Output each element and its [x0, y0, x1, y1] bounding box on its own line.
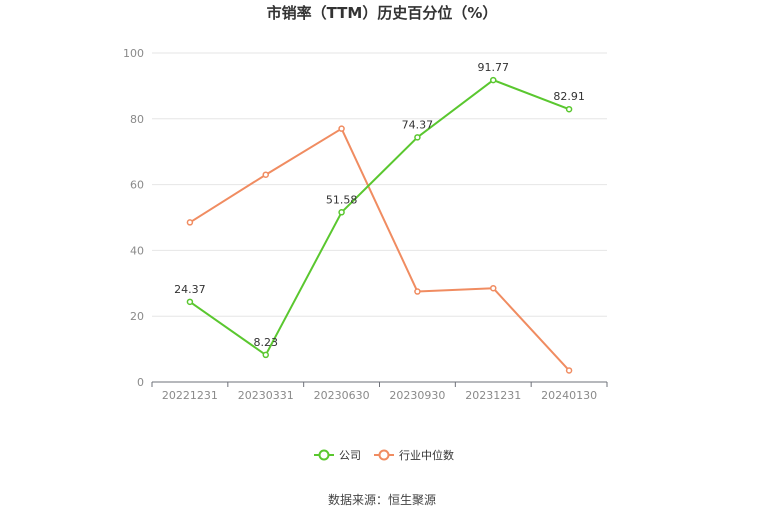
data-point: [262, 351, 269, 359]
series-line-1: [189, 127, 570, 372]
x-tick-label: 20240130: [541, 389, 597, 402]
y-tick-label: 0: [137, 376, 144, 389]
gridlines: [152, 52, 607, 317]
x-tick-label: 20230630: [314, 389, 370, 402]
data-point: [186, 298, 194, 306]
data-point: [490, 284, 497, 292]
y-tick-label: 60: [130, 179, 144, 192]
data-point: [414, 134, 421, 141]
y-tick-label: 20: [130, 310, 144, 323]
legend-item-0[interactable]: 公司: [314, 449, 361, 462]
x-tick-label: 20230930: [389, 389, 445, 402]
legend-item-1[interactable]: 行业中位数: [374, 448, 454, 462]
x-tick-label: 20221231: [162, 389, 218, 402]
data-label: 91.77: [478, 61, 510, 74]
legend[interactable]: 公司 行业中位数: [314, 448, 454, 462]
legend-swatch-marker: [378, 449, 390, 461]
legend-label: 公司: [339, 449, 361, 462]
y-tick-label: 40: [130, 244, 144, 257]
y-axis: 0 20 40 60 80 100: [123, 47, 144, 389]
data-label: 8.23: [254, 336, 279, 349]
x-tick-label: 20230331: [238, 389, 294, 402]
data-label: 82.91: [553, 90, 585, 103]
y-tick-label: 100: [123, 47, 144, 60]
data-label: 74.37: [402, 118, 434, 131]
series-layer: 24.37 8.23 51.58 74.37 91.77 82.91: [174, 61, 585, 374]
y-tick-label: 80: [130, 113, 144, 126]
data-label: 24.37: [174, 283, 206, 296]
chart-title: 市销率（TTM）历史百分位（%）: [267, 4, 498, 22]
data-point: [262, 171, 269, 178]
legend-swatch-marker: [318, 449, 330, 461]
series-line-0: [189, 79, 570, 356]
x-tick-label: 20231231: [465, 389, 521, 402]
data-point: [414, 288, 421, 295]
data-source: 数据来源：恒生聚源: [328, 492, 436, 507]
legend-label: 行业中位数: [399, 448, 454, 462]
x-axis: 20221231 20230331 20230630 20230930 20231231…: [151, 381, 608, 402]
data-point: [490, 76, 497, 84]
data-label: 51.58: [326, 193, 358, 206]
data-point: [186, 219, 194, 226]
data-point: [338, 209, 345, 216]
data-point: [565, 105, 573, 113]
data-point: [338, 125, 345, 132]
data-point: [565, 367, 573, 374]
